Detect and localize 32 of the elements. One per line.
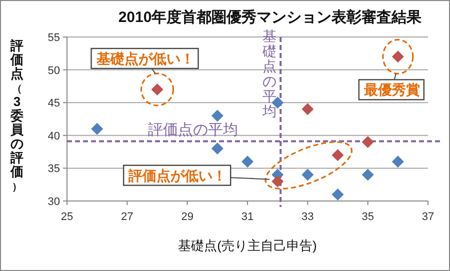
y-tick-label: 45 xyxy=(48,98,60,110)
point xyxy=(332,188,344,200)
point xyxy=(211,142,224,155)
x-tick-label: 25 xyxy=(60,211,74,223)
title: 2010年度首都圏優秀マンション表彰審査結果 xyxy=(118,9,422,26)
annotation: 最優秀賞 xyxy=(362,82,420,98)
x-axis-title: 基礎点(売り主自己申告) xyxy=(178,238,317,253)
x-tick-label: 33 xyxy=(302,211,314,223)
annotation: 基礎点が低い！ xyxy=(95,50,194,66)
point xyxy=(91,122,104,135)
x-tick-label: 37 xyxy=(422,211,434,223)
point xyxy=(242,156,254,168)
point xyxy=(302,168,314,181)
annotation: 評価点が低い！ xyxy=(128,167,227,184)
y-tick-label: 50 xyxy=(48,64,60,77)
point xyxy=(392,156,404,168)
y-tick-label: 30 xyxy=(48,196,60,208)
point xyxy=(272,175,284,188)
ylabel: 評価点（3委員の評価） xyxy=(10,38,24,193)
y-tick-label: 35 xyxy=(48,163,60,176)
y-tick-label: 55 xyxy=(48,32,60,44)
point xyxy=(211,110,224,122)
x-tick-label: 27 xyxy=(121,211,134,223)
point xyxy=(302,103,314,116)
point xyxy=(332,149,344,162)
point xyxy=(362,136,374,148)
y-tick-label: 40 xyxy=(48,130,60,142)
ref-line-label: 評価点の平均 xyxy=(148,121,238,138)
x-tick-label: 31 xyxy=(241,211,254,223)
x-tick-label: 29 xyxy=(181,211,194,223)
x-tick-label: 35 xyxy=(362,211,374,223)
point xyxy=(362,168,374,181)
